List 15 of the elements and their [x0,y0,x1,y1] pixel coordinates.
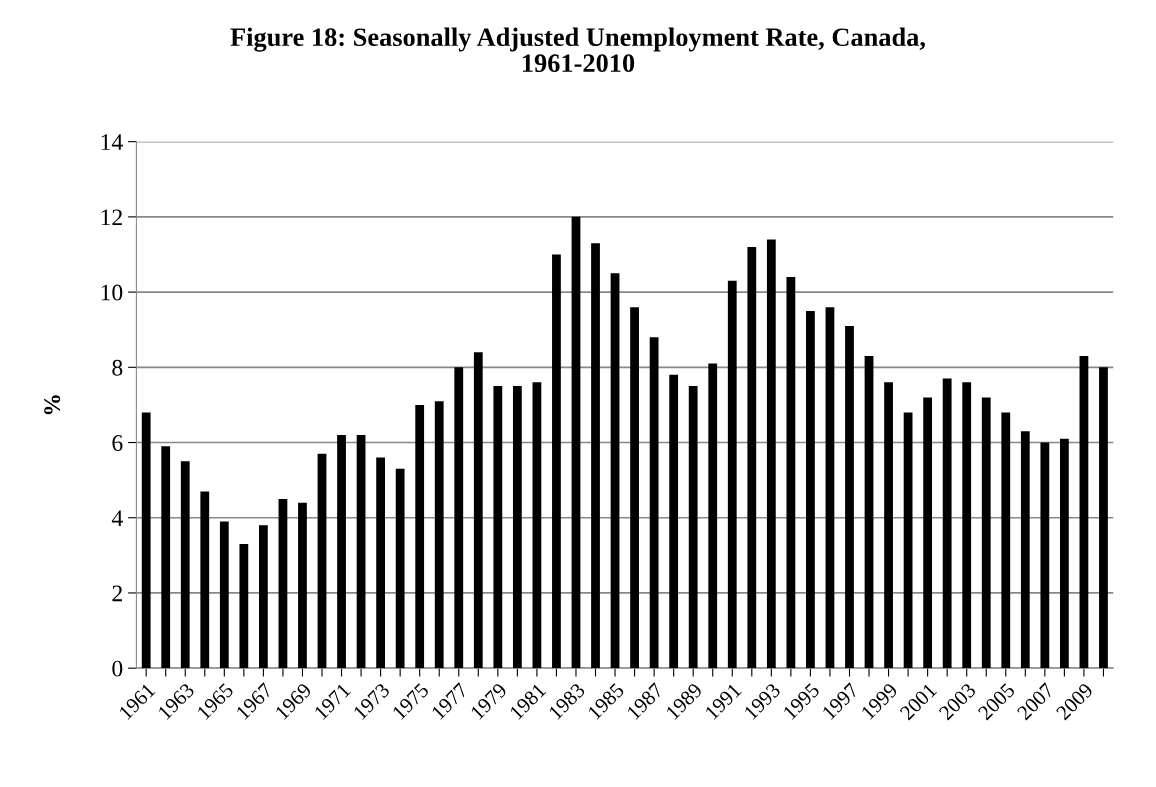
x-tick-label: 1991 [704,682,742,720]
y-tick-label: 8 [112,359,123,376]
chart-title: Figure 18: Seasonally Adjusted Unemployment Rate, Canada, 1961-2010 [230,27,925,73]
x-tick-label: 2001 [899,682,938,721]
y-tick-label: 6 [112,435,123,451]
y-tick-label: 4 [111,510,123,526]
y-tick-label: 12 [101,209,122,226]
y-tick-label: 0 [112,660,123,677]
x-tick-label: 1961 [118,682,156,720]
x-tick-label: 1981 [509,682,547,720]
y-tick-label: 14 [101,134,123,150]
y-tick-label: 2 [112,585,122,602]
x-tick-label: 1971 [313,682,352,720]
y-tick-label: 10 [101,284,123,301]
y-axis-title: % [44,395,61,415]
